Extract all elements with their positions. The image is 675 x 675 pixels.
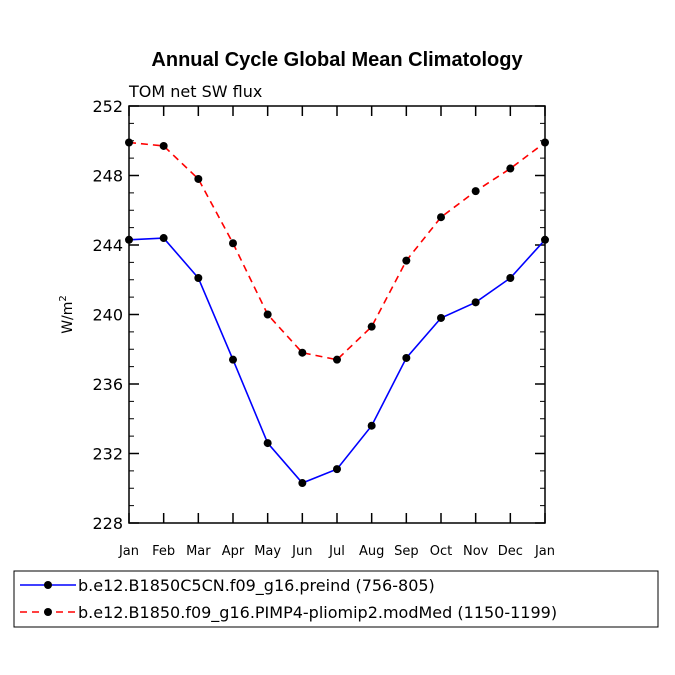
y-tick-label: 248: [92, 167, 123, 186]
y-axis-label-base: W/m: [60, 302, 76, 334]
data-point-series-1: [437, 313, 445, 322]
x-tick-label: Oct: [430, 544, 452, 559]
series-line-2: [128, 141, 546, 361]
y-tick-label: 240: [92, 306, 123, 325]
x-tick-label: Mar: [186, 544, 211, 559]
y-tick-label: 244: [92, 236, 123, 255]
data-point-series-1: [125, 235, 133, 244]
data-point-series-1: [229, 355, 237, 364]
y-tick-label: 236: [92, 375, 123, 394]
data-point-series-2: [333, 355, 341, 364]
x-tick-label: Jan: [118, 544, 139, 559]
x-tick-label: Aug: [359, 544, 384, 559]
legend-label-2: b.e12.B1850.f09_g16.PIMP4-pliomip2.modMe…: [78, 603, 557, 623]
data-point-series-2: [506, 164, 515, 173]
data-point-series-2: [194, 174, 203, 183]
x-tick-label: Nov: [463, 544, 489, 559]
legend-marker-1: [44, 581, 52, 589]
data-point-series-2: [125, 138, 133, 147]
data-point-series-2: [298, 348, 307, 357]
data-point-series-2: [229, 239, 237, 248]
data-point-series-2: [263, 310, 272, 319]
chart-title: Annual Cycle Global Mean Climatology: [151, 49, 523, 71]
x-tick-label: May: [254, 544, 281, 559]
data-point-series-2: [402, 256, 411, 265]
data-point-series-2: [471, 187, 480, 196]
x-tick-label: Apr: [222, 544, 245, 559]
y-tick-label: 252: [92, 97, 123, 116]
y-axis-label-superscript: 2: [58, 295, 69, 301]
data-point-series-1: [402, 353, 411, 362]
legend-box: [13, 570, 659, 628]
x-tick-label: Jun: [291, 544, 312, 559]
data-point-series-1: [471, 298, 480, 307]
y-tick-label: 228: [92, 514, 123, 533]
x-tick-label: Jan: [534, 544, 555, 559]
data-point-series-1: [298, 479, 307, 488]
legend-marker-2: [44, 608, 52, 616]
data-point-series-1: [194, 274, 203, 283]
axes: 228 232 236 240 244 248 252 Jan Feb Mar Apr May Jun J…: [58, 97, 555, 559]
chart-subtitle: TOM net SW flux: [128, 82, 262, 101]
data-point-series-2: [541, 138, 549, 147]
plot-frame: [128, 105, 546, 524]
data-point-series-1: [159, 234, 168, 243]
data-point-series-2: [437, 213, 445, 222]
data-point-series-1: [367, 421, 376, 430]
data-point-series-2: [159, 141, 168, 150]
x-tick-label: Dec: [498, 544, 523, 559]
data-point-series-1: [333, 465, 341, 474]
data-point-series-1: [541, 235, 549, 244]
x-tick-label: Feb: [152, 544, 175, 559]
data-point-series-1: [263, 439, 272, 448]
x-tick-label: Sep: [394, 544, 419, 559]
series-layer: [125, 138, 549, 488]
legend-label-1: b.e12.B1850C5CN.f09_g16.preind (756-805): [78, 576, 435, 596]
y-axis-label: W/m2: [58, 295, 76, 334]
y-tick-label: 232: [92, 445, 123, 464]
x-tick-label: Jul: [328, 544, 345, 559]
data-point-series-2: [367, 322, 376, 331]
legend: b.e12.B1850C5CN.f09_g16.preind (756-805)…: [13, 570, 659, 628]
data-point-series-1: [506, 274, 515, 283]
